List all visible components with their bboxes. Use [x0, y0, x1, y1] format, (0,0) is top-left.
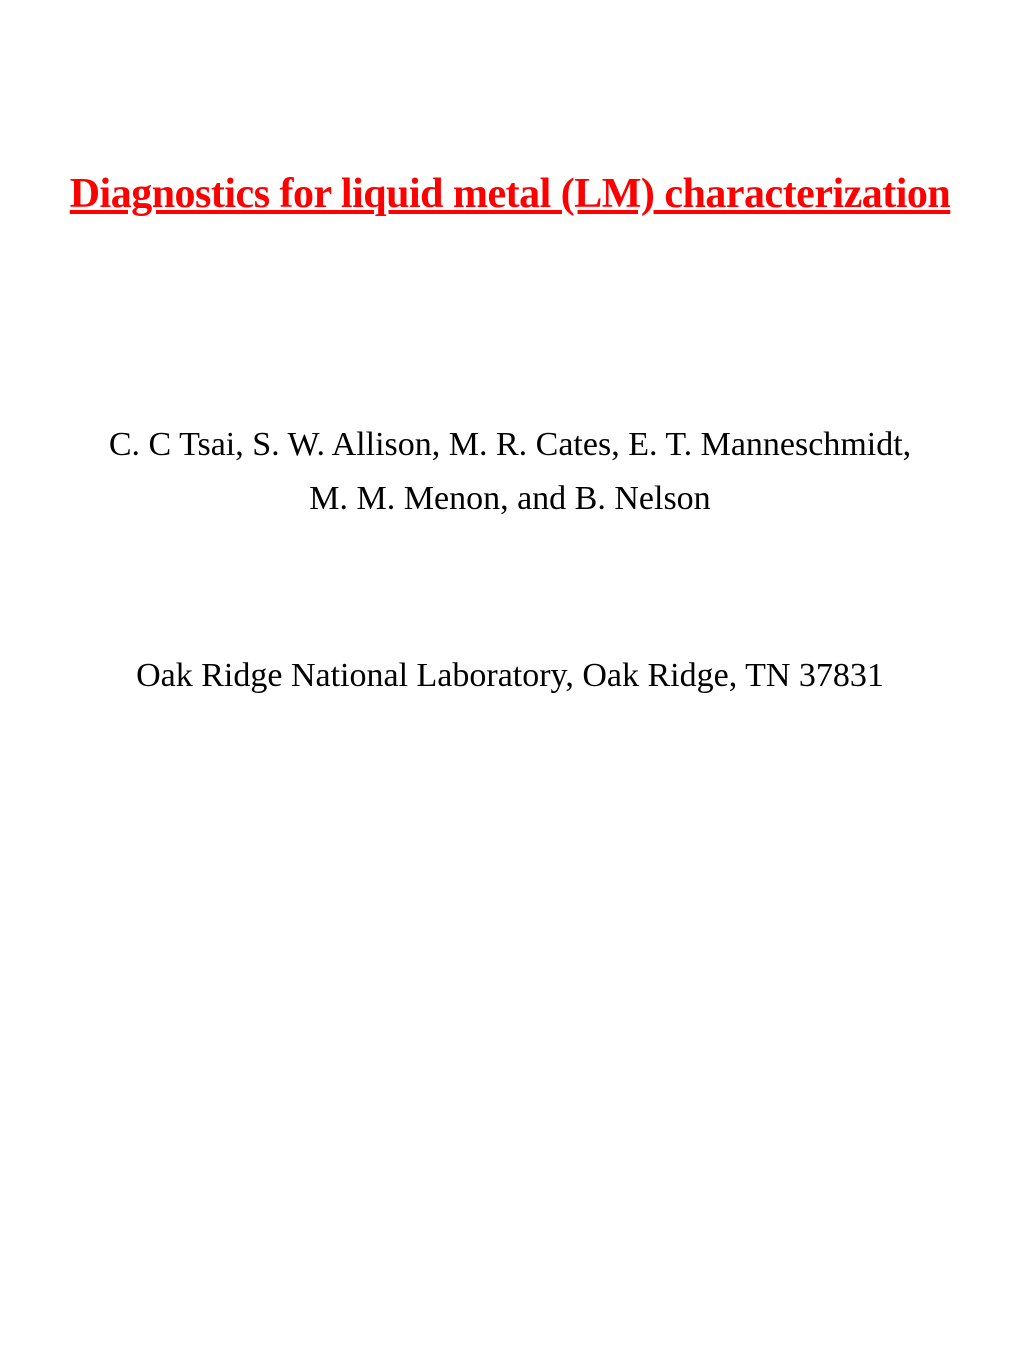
authors-line-2: M. M. Menon, and B. Nelson — [60, 472, 960, 526]
affiliation: Oak Ridge National Laboratory, Oak Ridge… — [0, 657, 1020, 695]
authors-block: C. C Tsai, S. W. Allison, M. R. Cates, E… — [0, 418, 1020, 527]
authors-line-1: C. C Tsai, S. W. Allison, M. R. Cates, E… — [60, 418, 960, 472]
slide-title: Diagnostics for liquid metal (LM) charac… — [0, 170, 1020, 218]
slide-container: Diagnostics for liquid metal (LM) charac… — [0, 0, 1020, 1360]
